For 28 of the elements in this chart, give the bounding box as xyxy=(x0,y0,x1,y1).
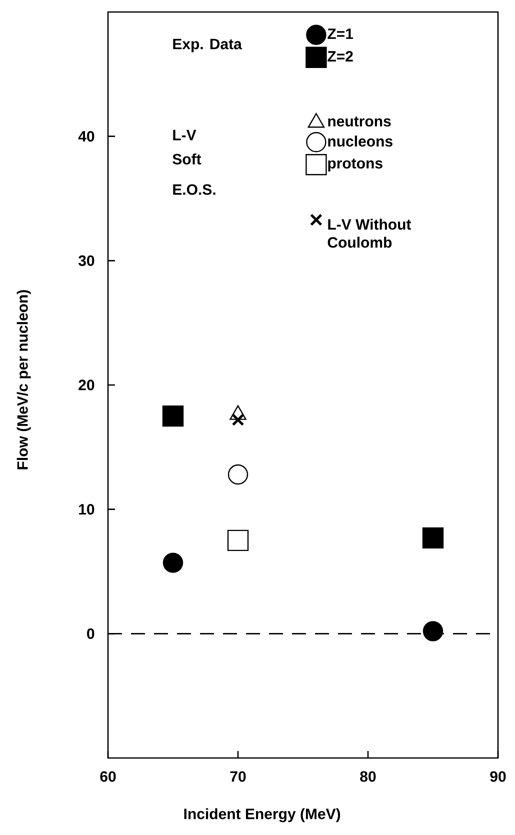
point xyxy=(227,530,249,552)
y-tick-label: 20 xyxy=(78,380,94,390)
x-tick-label: 70 xyxy=(230,771,246,782)
x-tick-label: 90 xyxy=(490,771,506,782)
y-tick-label: 10 xyxy=(79,504,94,515)
y-tick-label: 40 xyxy=(78,131,94,142)
legend-label: nucleons xyxy=(328,136,392,147)
y-tick-label: 0 xyxy=(87,628,94,639)
legend-label: Z=1 xyxy=(328,28,354,39)
point xyxy=(162,552,184,573)
legend-label: protons xyxy=(328,158,382,172)
point xyxy=(228,464,248,485)
annotation: Exp. Data xyxy=(173,38,242,52)
point xyxy=(162,405,184,427)
y-axis-title: Flow (MeV/c per nucleon) xyxy=(16,290,31,470)
annotation: L-V xyxy=(173,130,196,140)
legend-label: L-V Without Coulomb xyxy=(328,218,412,248)
x-axis-title: Incident Energy (MeV) xyxy=(184,808,340,822)
x-tick-label: 80 xyxy=(360,771,376,782)
annotation: E.O.S. xyxy=(173,184,216,195)
point xyxy=(422,621,444,642)
point xyxy=(422,527,444,549)
point xyxy=(232,414,244,426)
legend-label: Z=2 xyxy=(328,51,353,62)
x-tick-label: 60 xyxy=(100,771,116,782)
legend-label: neutrons xyxy=(328,116,391,127)
annotation: Soft xyxy=(172,153,202,164)
y-tick-label: 30 xyxy=(78,255,94,266)
